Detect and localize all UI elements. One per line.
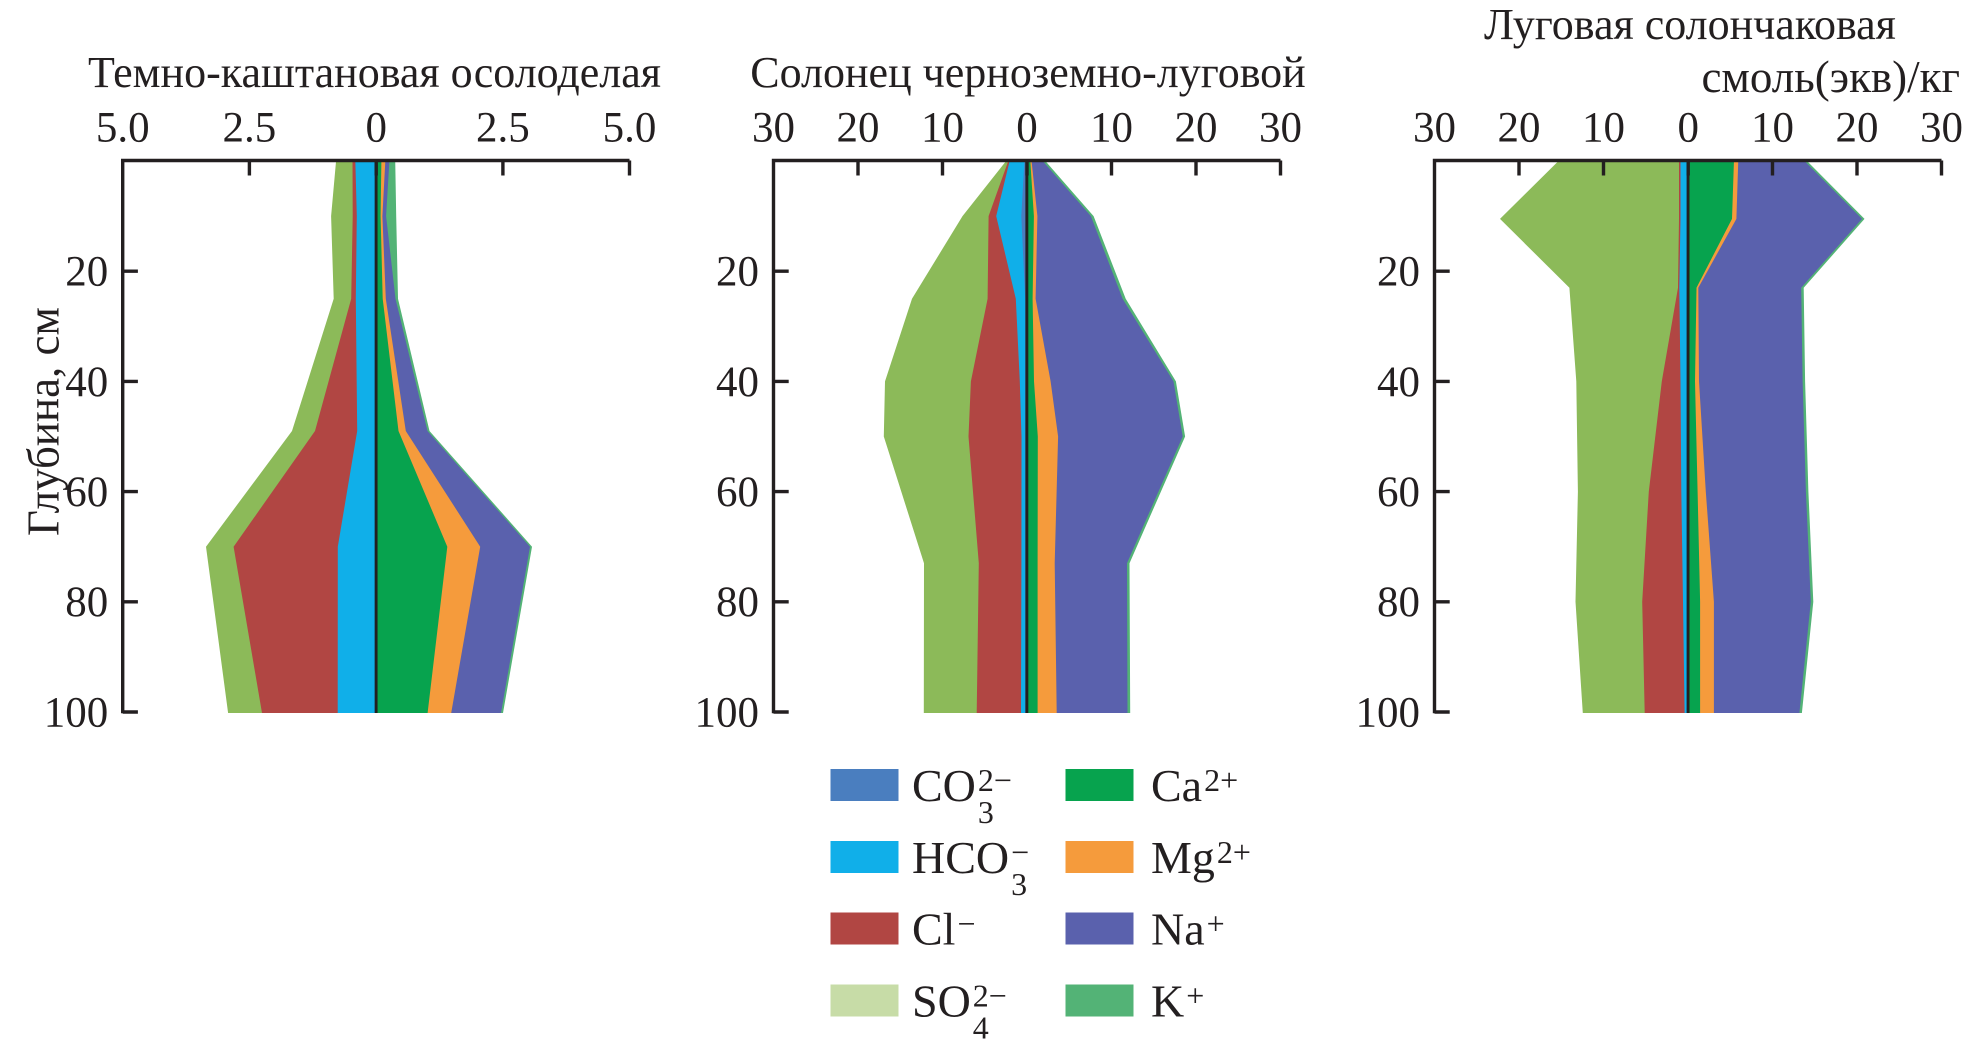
svg-text:20: 20 xyxy=(837,105,880,152)
svg-text:40: 40 xyxy=(1377,359,1420,406)
svg-text:20: 20 xyxy=(1836,105,1879,152)
svg-text:10: 10 xyxy=(1751,105,1794,152)
svg-text:0: 0 xyxy=(1677,105,1699,152)
svg-text:2.5: 2.5 xyxy=(223,105,277,152)
svg-text:0: 0 xyxy=(365,105,387,152)
svg-text:40: 40 xyxy=(716,359,759,406)
svg-text:5.0: 5.0 xyxy=(96,105,150,152)
svg-text:10: 10 xyxy=(921,105,964,152)
svg-text:30: 30 xyxy=(1920,105,1963,152)
svg-text:смоль(экв)/кг: смоль(экв)/кг xyxy=(1701,52,1960,102)
svg-text:30: 30 xyxy=(1413,105,1456,152)
svg-text:Солонец черноземно-луговой: Солонец черноземно-луговой xyxy=(750,48,1305,97)
svg-text:Ca2+: Ca2+ xyxy=(1151,760,1238,811)
svg-text:100: 100 xyxy=(44,689,109,736)
svg-text:80: 80 xyxy=(1377,579,1420,626)
svg-text:5.0: 5.0 xyxy=(603,105,657,152)
svg-text:80: 80 xyxy=(716,579,759,626)
svg-text:30: 30 xyxy=(1259,105,1302,152)
svg-text:20: 20 xyxy=(1377,249,1420,296)
svg-text:60: 60 xyxy=(716,469,759,516)
svg-text:100: 100 xyxy=(695,689,760,736)
svg-text:20: 20 xyxy=(65,249,108,296)
svg-text:80: 80 xyxy=(65,579,108,626)
svg-text:0: 0 xyxy=(1016,105,1038,152)
svg-text:Темно-каштановая осолоделая: Темно-каштановая осолоделая xyxy=(88,48,661,97)
svg-text:10: 10 xyxy=(1090,105,1133,152)
svg-text:30: 30 xyxy=(752,105,795,152)
svg-text:Глубина, см: Глубина, см xyxy=(19,307,69,536)
svg-text:60: 60 xyxy=(65,469,108,516)
svg-text:60: 60 xyxy=(1377,469,1420,516)
svg-text:Луговая солончаковая: Луговая солончаковая xyxy=(1484,0,1896,49)
svg-text:20: 20 xyxy=(1175,105,1218,152)
svg-text:40: 40 xyxy=(65,359,108,406)
svg-text:20: 20 xyxy=(716,249,759,296)
svg-text:2.5: 2.5 xyxy=(476,105,530,152)
svg-text:10: 10 xyxy=(1582,105,1625,152)
svg-text:20: 20 xyxy=(1498,105,1541,152)
svg-text:100: 100 xyxy=(1356,689,1421,736)
